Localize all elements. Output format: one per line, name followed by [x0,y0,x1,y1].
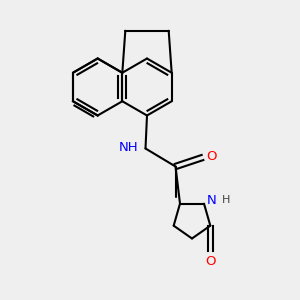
Text: H: H [222,195,230,205]
Text: NH: NH [118,140,138,154]
Text: O: O [205,255,216,268]
Text: N: N [207,194,217,206]
Text: O: O [206,149,217,163]
